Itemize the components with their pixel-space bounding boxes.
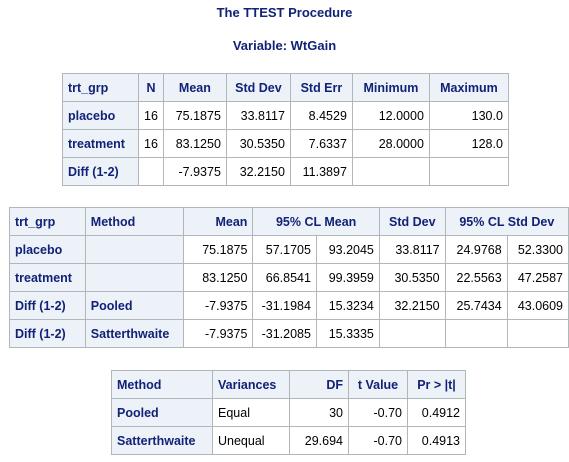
- table-cell: 16: [138, 129, 164, 158]
- table-cell: 32.2150: [225, 157, 291, 186]
- table-cell: 11.3897: [289, 157, 353, 186]
- table-cell: [378, 319, 446, 348]
- table-cell: 33.8117: [225, 101, 291, 130]
- row-header: Pooled: [84, 291, 184, 320]
- table-cell: 75.1875: [162, 101, 227, 130]
- table-row: treatment 83.1250 66.8541 99.3959 30.535…: [9, 263, 569, 292]
- table-cell: -7.9375: [162, 157, 227, 186]
- table-cell: -7.9375: [182, 291, 254, 320]
- row-header: [84, 235, 184, 264]
- table-cell: 57.1705: [252, 235, 317, 264]
- header-cell: t Value: [348, 370, 408, 399]
- header-cell: trt_grp: [62, 73, 139, 102]
- table-row: Satterthwaite Unequal 29.694 -0.70 0.491…: [111, 426, 466, 455]
- procedure-title: The TTEST Procedure: [216, 5, 353, 20]
- table-row: Diff (1-2) -7.9375 32.2150 11.3897: [62, 157, 509, 186]
- header-cell: Std Dev: [225, 73, 291, 102]
- table-cell: [444, 319, 508, 348]
- table-cell: 93.2045: [315, 235, 380, 264]
- row-header: Diff (1-2): [9, 291, 86, 320]
- header-cell: Variances: [212, 370, 290, 399]
- row-header: treatment: [9, 263, 86, 292]
- summary-statistics-table: trt_grp N Mean Std Dev Std Err Minimum M…: [62, 73, 509, 186]
- header-cell: Std Err: [289, 73, 353, 102]
- header-cell: Minimum: [351, 73, 430, 102]
- header-cell: trt_grp: [9, 207, 86, 236]
- variable-title: Variable: WtGain: [232, 38, 337, 53]
- header-cell: DF: [289, 370, 349, 399]
- table-cell: 128.0: [428, 129, 509, 158]
- table-cell: 25.7434: [444, 291, 508, 320]
- header-cell: Method: [111, 370, 213, 399]
- row-header: treatment: [62, 129, 139, 158]
- table-cell: 52.3300: [506, 235, 569, 264]
- row-header: Satterthwaite: [84, 319, 184, 348]
- table-row: Diff (1-2) Pooled -7.9375 -31.1984 15.32…: [9, 291, 569, 320]
- row-header: placebo: [9, 235, 86, 264]
- table-cell: 30: [289, 398, 349, 427]
- confidence-limits-table: trt_grp Method Mean 95% CL Mean Std Dev …: [9, 207, 569, 348]
- table-cell: 15.3335: [315, 319, 380, 348]
- table-cell: [138, 157, 164, 186]
- table-cell: 16: [138, 101, 164, 130]
- table-cell: 83.1250: [162, 129, 227, 158]
- row-header: Pooled: [111, 398, 213, 427]
- header-cell: Maximum: [428, 73, 509, 102]
- table-cell: 33.8117: [378, 235, 446, 264]
- table-cell: 12.0000: [351, 101, 430, 130]
- table-cell: [428, 157, 509, 186]
- table-cell: 47.2587: [506, 263, 569, 292]
- table-cell: 8.4529: [289, 101, 353, 130]
- table-cell: -7.9375: [182, 319, 254, 348]
- table-cell: 0.4912: [407, 398, 466, 427]
- table-cell: 30.5350: [225, 129, 291, 158]
- header-cell: Pr > |t|: [407, 370, 466, 399]
- row-header: placebo: [62, 101, 139, 130]
- table-row: Diff (1-2) Satterthwaite -7.9375 -31.208…: [9, 319, 569, 348]
- table-cell: -0.70: [348, 426, 408, 455]
- header-row: trt_grp N Mean Std Dev Std Err Minimum M…: [62, 73, 509, 102]
- row-header: Diff (1-2): [62, 157, 139, 186]
- table-cell: 99.3959: [315, 263, 380, 292]
- row-header: Diff (1-2): [9, 319, 86, 348]
- table-cell: Unequal: [212, 426, 290, 455]
- table-row: placebo 75.1875 57.1705 93.2045 33.8117 …: [9, 235, 569, 264]
- header-row: trt_grp Method Mean 95% CL Mean Std Dev …: [9, 207, 569, 236]
- table-cell: 24.9768: [444, 235, 508, 264]
- header-row: Method Variances DF t Value Pr > |t|: [111, 370, 466, 399]
- table-cell: 83.1250: [182, 263, 254, 292]
- table-cell: 28.0000: [351, 129, 430, 158]
- row-header: [84, 263, 184, 292]
- table-cell: 32.2150: [378, 291, 446, 320]
- ttests-table: Method Variances DF t Value Pr > |t| Poo…: [111, 370, 466, 455]
- table-cell: -31.2085: [252, 319, 317, 348]
- table-cell: 75.1875: [182, 235, 254, 264]
- header-cell: Std Dev: [378, 207, 446, 236]
- row-header: Satterthwaite: [111, 426, 213, 455]
- header-cell: Mean: [182, 207, 254, 236]
- table-cell: 30.5350: [378, 263, 446, 292]
- table-cell: 130.0: [428, 101, 509, 130]
- table-cell: 22.5563: [444, 263, 508, 292]
- header-cell: 95% CL Std Dev: [444, 207, 569, 236]
- table-cell: -0.70: [348, 398, 408, 427]
- table-cell: 29.694: [289, 426, 349, 455]
- header-cell: Mean: [162, 73, 227, 102]
- header-cell: 95% CL Mean: [252, 207, 380, 236]
- table-cell: 15.3234: [315, 291, 380, 320]
- table-cell: 43.0609: [506, 291, 569, 320]
- table-cell: [506, 319, 569, 348]
- table-row: placebo 16 75.1875 33.8117 8.4529 12.000…: [62, 101, 509, 130]
- table-row: Pooled Equal 30 -0.70 0.4912: [111, 398, 466, 427]
- table-cell: -31.1984: [252, 291, 317, 320]
- table-cell: 66.8541: [252, 263, 317, 292]
- header-cell: N: [138, 73, 164, 102]
- table-cell: 7.6337: [289, 129, 353, 158]
- table-cell: Equal: [212, 398, 290, 427]
- header-cell: Method: [84, 207, 184, 236]
- table-row: treatment 16 83.1250 30.5350 7.6337 28.0…: [62, 129, 509, 158]
- table-cell: 0.4913: [407, 426, 466, 455]
- table-cell: [351, 157, 430, 186]
